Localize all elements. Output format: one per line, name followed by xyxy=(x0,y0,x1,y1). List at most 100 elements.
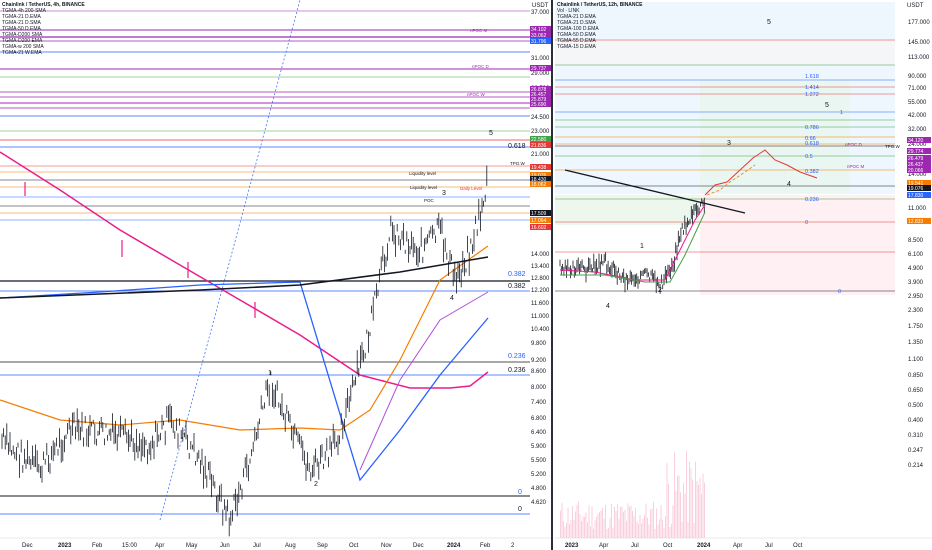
volume-bar xyxy=(653,502,654,538)
right-y-tick: 2.950 xyxy=(908,294,924,300)
left-price-chart[interactable]: 37.00033.00031.00029.00026.50024.50023.0… xyxy=(0,0,551,550)
right-chart-panel[interactable]: 1.618 1.414 1.272 1 0.786 0.66 0.618 0.5 0.382 0.… xyxy=(555,0,932,550)
volume-bar xyxy=(596,516,597,538)
right-y-tick: 0.400 xyxy=(908,418,924,424)
left-y-axis-bg xyxy=(530,0,551,538)
left-price-tag xyxy=(530,65,551,71)
volume-bar xyxy=(608,528,609,538)
volume-bar xyxy=(639,514,641,538)
volume-bar xyxy=(591,506,593,538)
right-x-tick: Apr xyxy=(599,543,608,549)
left-wave-label: 5 xyxy=(489,130,493,137)
volume-bar xyxy=(696,481,698,538)
sma-line xyxy=(560,211,706,283)
left-fib-label: 0.236 xyxy=(508,353,526,360)
left-y-tick: 4.800 xyxy=(531,486,547,492)
right-y-tick: 0.500 xyxy=(908,403,924,409)
volume-bar xyxy=(635,507,636,538)
left-price-tag xyxy=(530,210,551,216)
right-fib-label: 0.66 xyxy=(805,136,816,142)
volume-bar xyxy=(612,527,614,538)
right-wave-label: 2 xyxy=(658,287,662,294)
right-y-tick: 90.000 xyxy=(908,74,927,80)
ema-line xyxy=(559,204,706,281)
left-fib-label: 0.618 xyxy=(508,143,526,150)
left-y-tick: 11.000 xyxy=(531,314,550,320)
right-x-tick: 2023 xyxy=(565,543,579,549)
right-y-tick: 4.900 xyxy=(908,266,924,272)
left-price-tag xyxy=(530,86,551,92)
volume-bar xyxy=(690,468,692,538)
volume-bar xyxy=(599,512,600,538)
right-legend-item: TGMA-21 D.EMA xyxy=(557,14,596,20)
left-y-tick: 24.500 xyxy=(531,115,550,121)
left-price-tag xyxy=(530,181,551,187)
left-price-tag xyxy=(530,224,551,230)
volume-bar xyxy=(641,523,642,538)
volume-bar xyxy=(674,452,675,538)
right-wave-label: 5 xyxy=(825,102,829,109)
right-x-tick: Apr xyxy=(733,543,742,549)
right-y-tick: 6.100 xyxy=(908,252,924,258)
volume-bar xyxy=(654,528,656,538)
right-price-tag-label: 20.066 xyxy=(908,168,924,174)
volume-bar xyxy=(573,519,575,538)
right-price-tag-label: 19.076 xyxy=(908,186,924,192)
volume-bar xyxy=(560,510,561,538)
right-unit-label: USDT xyxy=(907,3,924,9)
left-x-tick: Sep xyxy=(317,543,328,549)
ema-200-line xyxy=(0,281,489,482)
right-fib-label: 1.618 xyxy=(805,74,819,80)
right-price-tag xyxy=(907,192,931,198)
right-price-tag xyxy=(907,148,931,154)
right-y-tick: 0.650 xyxy=(908,388,924,394)
left-y-tick: 13.400 xyxy=(531,264,550,270)
volume-bar xyxy=(617,504,618,538)
left-y-tick: 4.620 xyxy=(531,500,547,506)
left-y-tick: 12.800 xyxy=(531,276,550,282)
volume-bar xyxy=(663,528,665,538)
left-legend-item: TGMA-21 D.SMA xyxy=(2,20,41,26)
right-y-tick: 71.000 xyxy=(908,86,927,92)
right-x-tick: Jul xyxy=(765,543,773,549)
volume-bar xyxy=(566,523,567,538)
left-price-tag-label: 25.690 xyxy=(531,102,547,108)
left-price-tag xyxy=(530,172,551,178)
left-price-tag xyxy=(530,136,551,142)
sma-50-line xyxy=(0,245,489,431)
left-y-tick: 7.400 xyxy=(531,400,547,406)
left-x-tick: Dec xyxy=(22,543,33,549)
volume-bar xyxy=(681,521,683,538)
volume-bar xyxy=(680,492,681,538)
left-wave-label: 2 xyxy=(314,481,318,488)
left-x-tick: Jul xyxy=(253,543,261,549)
left-y-tick: 10.400 xyxy=(531,327,550,333)
left-legend-item: TGMA-D200 SMA xyxy=(2,32,43,38)
right-y-tick: 14.000 xyxy=(908,172,927,178)
left-price-tag-label: 18.062 xyxy=(531,182,547,188)
ema-mid-line xyxy=(359,291,489,471)
volume-bar xyxy=(678,475,680,538)
right-y-tick: 24.000 xyxy=(908,142,927,148)
right-y-tick: 3.900 xyxy=(908,280,924,286)
right-fib-label: 0.236 xyxy=(805,197,819,203)
left-unit-label: USDT xyxy=(532,3,549,9)
volume-bar xyxy=(636,521,638,538)
right-y-tick: 0.247 xyxy=(908,448,924,454)
right-price-tag xyxy=(907,167,931,173)
left-fib-label: 0 xyxy=(518,489,522,496)
volume-bar xyxy=(576,504,578,538)
profit-zone-2 xyxy=(700,80,850,193)
right-price-tag-label: 26.437 xyxy=(908,162,924,168)
left-x-tick: Dec xyxy=(413,543,424,549)
left-legend-item: TGMA-50 D.EMA xyxy=(2,26,41,32)
volume-bar xyxy=(699,477,701,538)
left-x-tick: 2023 xyxy=(58,543,72,549)
volume-bar xyxy=(647,517,648,538)
volume-bar xyxy=(669,527,671,538)
volume-bar xyxy=(567,507,569,538)
volume-bar xyxy=(611,504,612,538)
right-y-tick: 55.000 xyxy=(908,100,927,106)
left-chart-panel[interactable]: 37.00033.00031.00029.00026.50024.50023.0… xyxy=(0,0,553,550)
